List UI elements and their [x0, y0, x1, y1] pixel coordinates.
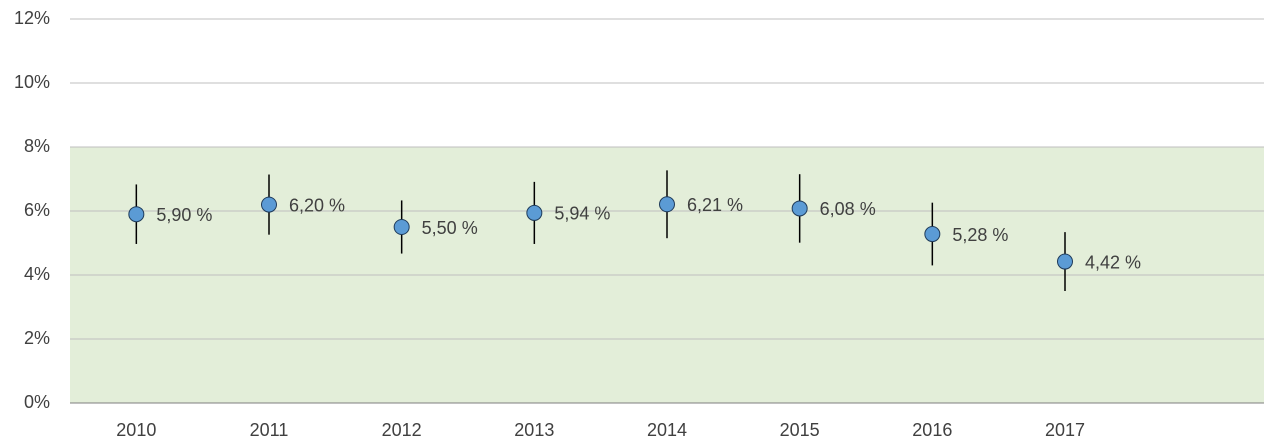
data-label: 5,50 % — [422, 218, 478, 238]
point — [1057, 253, 1073, 270]
point — [924, 226, 941, 243]
point — [526, 204, 543, 221]
point — [261, 196, 277, 213]
data-label: 6,08 % — [820, 199, 876, 219]
y-tick-label: 6% — [24, 200, 50, 220]
data-label: 5,90 % — [156, 205, 212, 225]
x-tick-label: 2010 — [116, 420, 156, 440]
y-tick-label: 10% — [14, 72, 50, 92]
data-label: 6,21 % — [687, 195, 743, 215]
x-tick-label: 2012 — [382, 420, 422, 440]
x-tick-label: 2015 — [780, 420, 820, 440]
x-tick-label: 2013 — [514, 420, 554, 440]
data-label: 5,28 % — [952, 225, 1008, 245]
x-tick-label: 2014 — [647, 420, 687, 440]
point — [393, 219, 410, 235]
y-tick-label: 0% — [24, 392, 50, 412]
y-tick-label: 4% — [24, 264, 50, 284]
y-tick-label: 2% — [24, 328, 50, 348]
point — [659, 196, 675, 213]
y-tick-label: 8% — [24, 136, 50, 156]
x-tick-label: 2011 — [250, 420, 289, 440]
data-label: 6,20 % — [289, 195, 345, 215]
x-tick-label: 2017 — [1045, 420, 1085, 440]
x-tick-label: 2016 — [912, 420, 952, 440]
point — [791, 200, 808, 217]
data-label: 4,42 % — [1085, 252, 1141, 272]
y-tick-label: 12% — [14, 8, 50, 28]
data-label: 5,94 % — [554, 204, 610, 224]
point — [128, 206, 145, 223]
